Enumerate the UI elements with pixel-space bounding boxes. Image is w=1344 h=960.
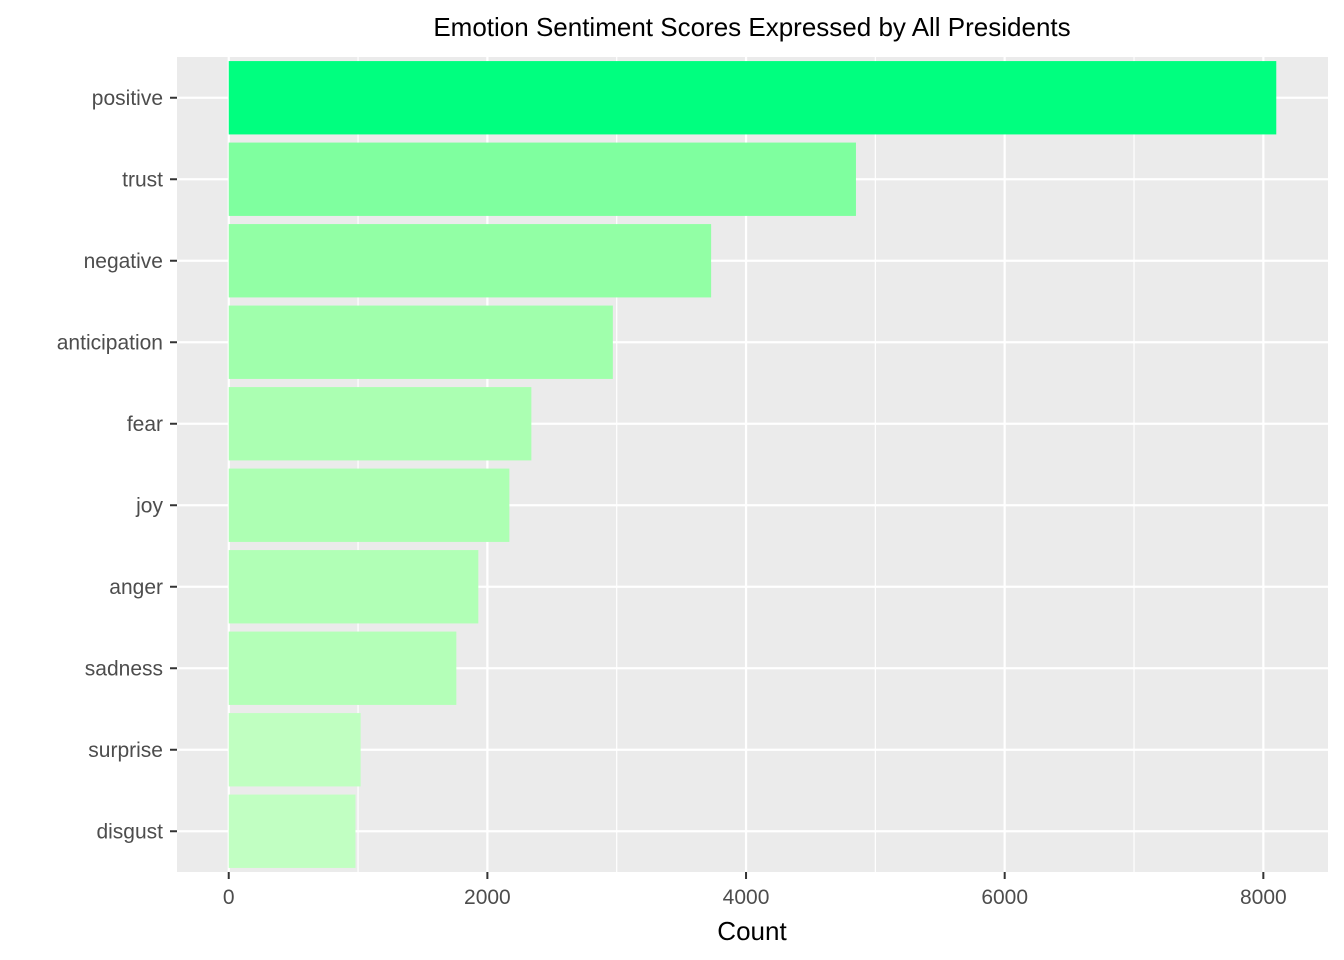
y-tick-label-anger: anger xyxy=(109,576,163,599)
bar-positive xyxy=(228,61,1277,135)
bars xyxy=(228,61,1277,868)
x-axis-title: Count xyxy=(717,916,787,946)
y-tick-label-surprise: surprise xyxy=(88,739,163,762)
y-tick-label-joy: joy xyxy=(135,494,163,517)
y-tick-label-trust: trust xyxy=(122,168,163,191)
bar-negative xyxy=(228,224,712,298)
y-tick-label-disgust: disgust xyxy=(96,820,163,843)
bar-anger xyxy=(228,550,479,624)
x-tick-label-4000: 4000 xyxy=(723,886,770,909)
chart-title: Emotion Sentiment Scores Expressed by Al… xyxy=(433,12,1070,42)
x-tick-label-2000: 2000 xyxy=(464,886,511,909)
y-tick-label-sadness: sadness xyxy=(85,657,163,680)
y-tick-label-fear: fear xyxy=(127,413,163,436)
bar-joy xyxy=(228,468,510,542)
y-tick-label-negative: negative xyxy=(84,250,163,273)
bar-trust xyxy=(228,142,856,216)
bar-surprise xyxy=(228,713,361,787)
x-tick-label-0: 0 xyxy=(223,886,235,909)
bar-sadness xyxy=(228,631,457,705)
bar-disgust xyxy=(228,794,356,868)
y-axis: positive trust negative anticipation fear joy… xyxy=(57,87,177,843)
y-tick-label-anticipation: anticipation xyxy=(57,331,163,354)
bar-anticipation xyxy=(228,305,613,379)
y-tick-label-positive: positive xyxy=(92,87,163,110)
x-tick-label-8000: 8000 xyxy=(1240,886,1287,909)
x-tick-label-6000: 6000 xyxy=(981,886,1028,909)
x-axis: 0 2000 4000 6000 8000 xyxy=(223,872,1287,909)
bar-fear xyxy=(228,387,532,461)
